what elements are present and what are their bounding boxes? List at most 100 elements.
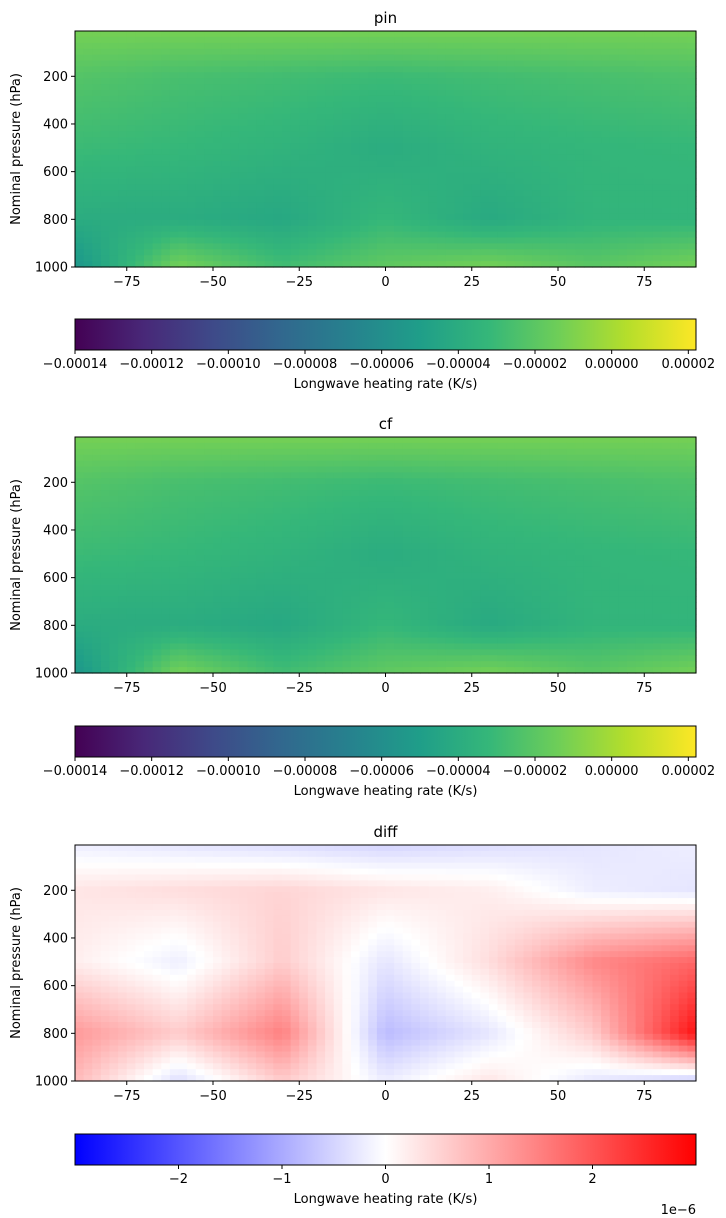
heatmap-cell [411,166,421,174]
heatmap-cell [420,531,430,538]
heatmap-cell [264,631,274,639]
heatmap-cell [497,54,507,62]
heatmap-cell [273,78,283,85]
heatmap-cell [652,72,663,79]
heatmap-cell [204,42,214,50]
heatmap-cell [316,460,326,468]
heatmap-cell [670,143,680,150]
heatmap-cell [351,154,361,162]
heatmap-cell [618,42,628,50]
heatmap-cell [437,667,447,674]
heatmap-cell [471,661,481,668]
heatmap-cell [282,490,292,497]
heatmap-cell [169,154,180,162]
heatmap-cell [135,466,145,473]
heatmap-cell [290,101,300,109]
heatmap-cell [342,448,352,456]
heatmap-cell [575,42,585,50]
heatmap-cell [385,60,395,67]
heatmap-cell [351,36,361,44]
heatmap-cell [75,543,85,550]
heatmap-cell [152,519,162,527]
heatmap-cell [169,602,180,609]
heatmap-cell [307,437,318,444]
heatmap-cell [230,525,240,532]
heatmap-cell [152,631,162,639]
heatmap-cell [221,31,231,38]
heatmap-cell [609,190,619,197]
colorbar-tick-label: −0.00006 [349,357,414,372]
heatmap-cell [497,101,507,109]
heatmap-cell [307,578,318,586]
heatmap-cell [420,202,430,209]
heatmap-cell [428,178,438,185]
heatmap-cell [256,590,266,597]
heatmap-cell [454,42,464,50]
heatmap-cell [506,131,516,138]
heatmap-cell [635,42,645,50]
heatmap-cell [359,202,369,209]
heatmap-cell [169,614,180,621]
heatmap-cell [394,649,404,656]
heatmap-cell [471,107,481,115]
heatmap-cell [256,125,266,132]
heatmap-cell [489,619,499,627]
heatmap-cell [687,90,697,97]
heatmap-cell [75,619,85,627]
heatmap-cell [514,507,525,515]
heatmap-cell [454,531,464,538]
heatmap-cell [135,172,145,180]
heatmap-cell [118,566,128,574]
heatmap-cell [75,42,85,50]
heatmap-cell [394,213,404,221]
heatmap-cell [144,484,154,491]
heatmap-cell [376,637,387,645]
heatmap-cell [83,231,93,239]
heatmap-cell [428,31,438,38]
heatmap-cell [644,154,654,162]
heatmap-cell [583,261,594,268]
heatmap-cell [532,119,542,126]
heatmap-cell [454,572,464,580]
heatmap-cell [402,237,412,244]
heatmap-cell [652,84,663,91]
heatmap-cell [609,243,619,250]
heatmap-cell [402,460,412,468]
heatmap-cell [351,531,361,538]
heatmap-cell [333,231,343,239]
heatmap-cell [514,513,525,521]
heatmap-cell [497,137,507,144]
heatmap-cell [169,84,180,91]
heatmap-cell [169,172,180,180]
heatmap-cell [178,178,188,185]
heatmap-cell [359,501,369,509]
heatmap-cell [256,454,266,462]
heatmap-cell [316,531,326,538]
heatmap-cell [506,184,516,191]
heatmap-cell [402,549,412,556]
heatmap-cell [264,442,274,450]
heatmap-cell [489,572,499,580]
heatmap-cell [221,555,231,562]
heatmap-cell [83,513,93,521]
heatmap-cell [385,507,395,515]
heatmap-cell [195,31,205,38]
heatmap-cell [83,255,93,262]
heatmap-cell [247,196,257,203]
heatmap-cell [316,243,326,250]
heatmap-cell [376,178,387,185]
heatmap-cell [376,472,387,479]
heatmap-cell [264,72,274,79]
heatmap-cell [351,649,361,656]
heatmap-cell [583,107,594,115]
heatmap-cell [290,478,300,485]
heatmap-cell [514,107,525,115]
heatmap-cell [411,249,421,256]
heatmap-cell [273,442,283,450]
heatmap-cell [230,549,240,556]
heatmap-cell [592,237,602,244]
heatmap-cell [627,261,637,268]
heatmap-cell [506,190,516,197]
heatmap-cell [540,231,550,239]
heatmap-cell [445,90,456,97]
